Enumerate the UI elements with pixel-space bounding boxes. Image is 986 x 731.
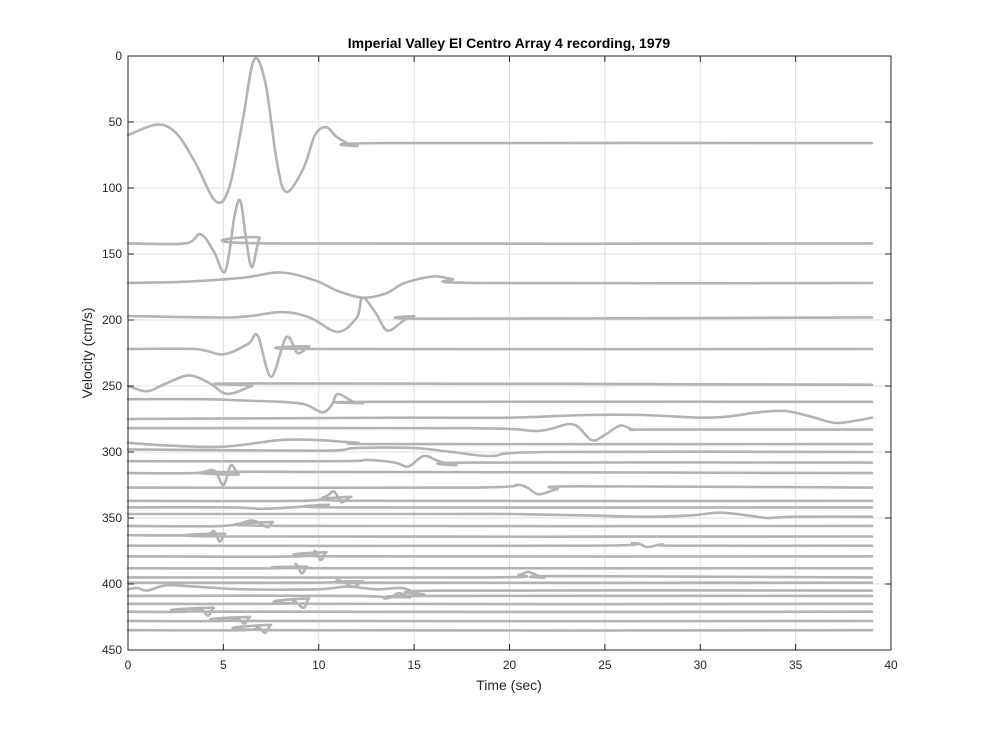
y-tick-label: 250	[102, 379, 122, 393]
chart-title: Imperial Valley El Centro Array 4 record…	[348, 35, 671, 51]
tick-marks	[127, 55, 892, 651]
y-tick-label: 200	[102, 313, 122, 327]
x-tick-label: 30	[694, 658, 708, 672]
x-tick-label: 10	[312, 658, 326, 672]
velocity-trace-15	[126, 490, 874, 504]
velocity-trace-24	[126, 578, 874, 588]
velocity-trace-16	[126, 503, 874, 511]
x-tick-label: 25	[598, 658, 612, 672]
velocity-trace-21	[126, 549, 874, 562]
velocity-trace-6	[126, 374, 874, 396]
y-tick-label: 150	[102, 247, 122, 261]
x-tick-label: 5	[220, 658, 227, 672]
velocity-trace-29	[126, 615, 874, 625]
velocity-trace-2	[126, 198, 874, 274]
velocity-trace-13	[126, 463, 874, 487]
velocity-trace-23	[126, 570, 874, 579]
velocity-trace-11	[126, 446, 874, 458]
velocity-trace-18	[126, 519, 874, 529]
y-tick-label: 300	[102, 445, 122, 459]
x-tick-label: 15	[407, 658, 421, 672]
y-tick-label: 350	[102, 511, 122, 525]
trace-lines	[126, 57, 874, 635]
x-tick-labels: 0 5 10 15 20 25 30 35 40	[125, 658, 898, 672]
velocity-trace-17	[126, 511, 874, 520]
velocity-trace-19	[126, 529, 874, 544]
y-tick-label: 100	[102, 181, 122, 195]
y-axis-label: Velocity (cm/s)	[79, 307, 95, 398]
x-tick-label: 40	[884, 658, 898, 672]
velocity-trace-22	[126, 562, 874, 575]
x-tick-label: 35	[789, 658, 803, 672]
velocity-trace-12	[126, 454, 874, 468]
x-axis-label: Time (sec)	[476, 677, 542, 693]
y-tick-label: 400	[102, 577, 122, 591]
velocity-trace-30	[126, 623, 874, 635]
velocity-trace-25	[126, 583, 874, 596]
velocity-trace-9	[126, 422, 874, 442]
velocity-trace-27	[126, 597, 874, 610]
velocity-trace-14	[126, 483, 874, 496]
velocity-trace-26	[126, 591, 874, 600]
velocity-trace-7	[126, 392, 874, 414]
velocity-trace-28	[126, 606, 874, 617]
y-tick-label: 0	[115, 49, 122, 63]
velocity-trace-8	[126, 409, 874, 425]
velocity-trace-5	[126, 332, 874, 379]
velocity-trace-10	[126, 438, 874, 449]
x-tick-label: 0	[125, 658, 132, 672]
y-tick-label: 450	[102, 643, 122, 657]
y-tick-label: 50	[109, 115, 123, 129]
x-tick-label: 20	[503, 658, 517, 672]
velocity-trace-4	[126, 296, 874, 334]
velocity-trace-20	[126, 541, 874, 549]
velocity-trace-3	[126, 271, 874, 299]
velocity-trace-1	[126, 57, 874, 205]
y-tick-labels: 0 50 100 150 200 250 300 350 400 450	[102, 49, 122, 657]
